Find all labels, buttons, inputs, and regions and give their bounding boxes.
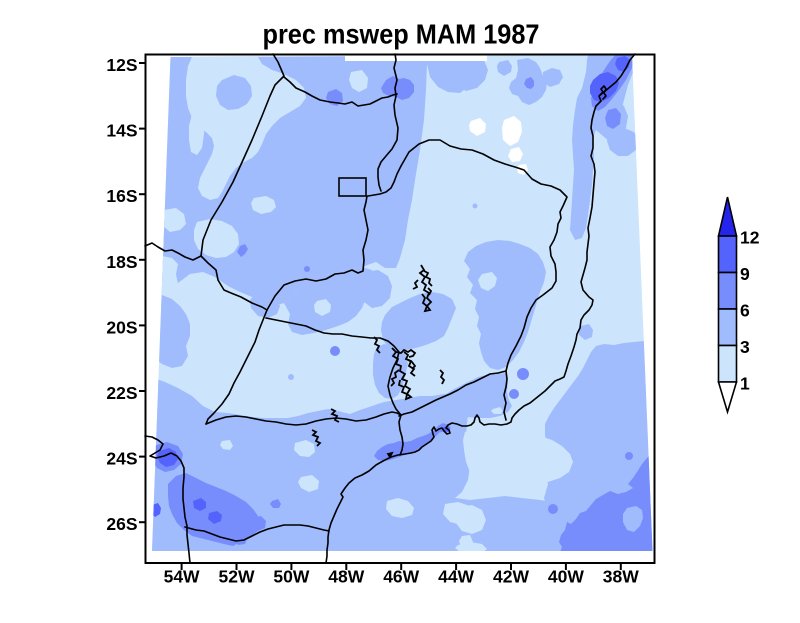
svg-text:22S: 22S [106, 383, 137, 403]
svg-text:20S: 20S [106, 317, 137, 337]
svg-text:26S: 26S [106, 514, 137, 534]
svg-text:6: 6 [740, 300, 750, 320]
svg-text:54W: 54W [164, 567, 200, 587]
svg-text:1: 1 [740, 373, 750, 393]
svg-text:18S: 18S [106, 252, 137, 272]
svg-text:12: 12 [740, 227, 760, 247]
svg-text:40W: 40W [548, 567, 584, 587]
svg-text:24S: 24S [106, 449, 137, 469]
svg-text:3: 3 [740, 337, 750, 357]
svg-text:12S: 12S [106, 55, 137, 75]
svg-text:48W: 48W [328, 567, 364, 587]
svg-text:9: 9 [740, 264, 750, 284]
svg-text:38W: 38W [603, 567, 639, 587]
svg-text:46W: 46W [383, 567, 419, 587]
svg-text:14S: 14S [106, 121, 137, 141]
svg-text:16S: 16S [106, 186, 137, 206]
svg-text:50W: 50W [273, 567, 309, 587]
svg-text:prec mswep MAM 1987: prec mswep MAM 1987 [263, 19, 540, 50]
svg-text:44W: 44W [438, 567, 474, 587]
svg-text:52W: 52W [219, 567, 255, 587]
svg-text:42W: 42W [493, 567, 529, 587]
